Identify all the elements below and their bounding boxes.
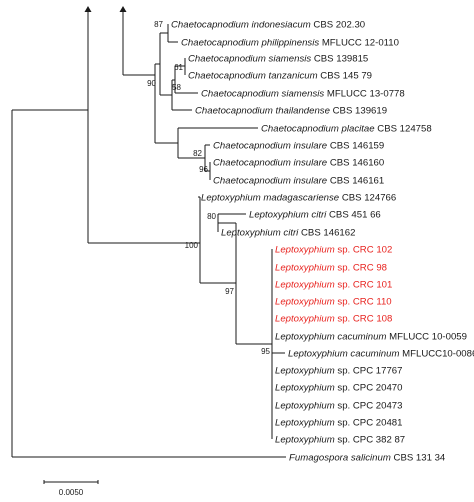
taxon-species: Leptoxyphium citri: [249, 210, 327, 221]
taxon-species: Chaetocapnodium siamensis: [188, 54, 311, 65]
support-value-80: 80: [207, 212, 216, 221]
taxon-species: Chaetocapnodium indonesiacum: [171, 20, 311, 31]
taxon-voucher: MFLUCC 12-0110: [322, 38, 399, 49]
support-value-97: 97: [225, 287, 234, 296]
taxon-label: Leptoxyphium sp. CPC 20470: [275, 383, 402, 394]
scale-bar: 0.0050: [43, 480, 99, 497]
support-values: 87 61 90 58 82 96 80 100 97 95: [147, 20, 270, 356]
taxon-species: Chaetocapnodium insulare: [213, 158, 327, 169]
taxon-voucher: CBS 124758: [377, 124, 431, 135]
taxon-species: Leptoxyphium cacuminum: [288, 349, 399, 360]
taxon-voucher: sp. CRC 101: [337, 280, 392, 291]
taxon-species: Chaetocapnodium insulare: [213, 141, 327, 152]
support-value-100: 100: [185, 241, 199, 250]
taxon-label: Leptoxyphium madagascariense CBS 124766: [201, 193, 396, 204]
taxon-label: Leptoxyphium sp. CRC 110: [275, 297, 392, 308]
taxon-species: Chaetocapnodium placitae: [261, 124, 375, 135]
taxon-species: Leptoxyphium cacuminum: [275, 332, 386, 343]
taxon-voucher: CBS 146161: [330, 176, 384, 187]
taxon-species: Chaetocapnodium thailandense: [195, 106, 330, 117]
taxon-voucher: CBS 139815: [314, 54, 368, 65]
taxon-species: Chaetocapnodium insulare: [213, 176, 327, 187]
taxon-label: Leptoxyphium sp. CRC 108: [275, 314, 392, 325]
taxon-label: Leptoxyphium sp. CPC 20473: [275, 401, 402, 412]
support-value-95: 95: [261, 347, 270, 356]
arrow-up-icon: [84, 6, 92, 12]
taxon-voucher: CBS 145 79: [320, 71, 372, 82]
taxon-voucher: MFLUCC 10-0059: [389, 332, 467, 343]
taxon-voucher: CBS 146159: [330, 141, 384, 152]
taxon-label: Leptoxyphium sp. CPC 382 87: [275, 435, 405, 446]
taxon-label: Leptoxyphium sp. CRC 101: [275, 280, 392, 291]
taxon-voucher: CBS 124766: [342, 193, 396, 204]
taxon-label: Chaetocapnodium indonesiacum CBS 202.30: [171, 20, 365, 31]
taxon-label: Chaetocapnodium tanzanicum CBS 145 79: [188, 71, 372, 82]
taxon-voucher: MFLUCC10-0086: [402, 349, 474, 360]
taxon-voucher: CBS 131 34: [394, 453, 446, 464]
taxon-species: Leptoxyphium: [275, 383, 335, 394]
taxon-species: Leptoxyphium: [275, 401, 335, 412]
taxon-label: Leptoxyphium sp. CPC 20481: [275, 418, 402, 429]
taxon-voucher: sp. CRC 102: [337, 245, 392, 256]
taxon-label: Chaetocapnodium insulare CBS 146161: [213, 176, 384, 187]
scale-bar-line: [43, 480, 99, 484]
taxon-label: Leptoxyphium sp. CRC 102: [275, 245, 392, 256]
taxon-label: Leptoxyphium citri CBS 146162: [221, 228, 355, 239]
taxon-voucher: sp. CRC 98: [337, 263, 387, 274]
taxon-species: Chaetocapnodium siamensis: [201, 89, 324, 100]
taxon-label: Leptoxyphium sp. CPC 17767: [275, 366, 402, 377]
taxon-species: Leptoxyphium: [275, 366, 335, 377]
taxon-label: Chaetocapnodium siamensis CBS 139815: [188, 54, 368, 65]
taxon-voucher: CBS 202.30: [313, 20, 365, 31]
taxon-voucher: sp. CPC 17767: [337, 366, 402, 377]
taxon-voucher: CBS 146162: [301, 228, 355, 239]
taxon-species: Leptoxyphium: [275, 435, 335, 446]
taxon-species: Fumagospora salicinum: [289, 453, 391, 464]
taxon-species: Leptoxyphium: [275, 280, 335, 291]
taxon-label: Chaetocapnodium thailandense CBS 139619: [195, 106, 387, 117]
taxon-label: Chaetocapnodium philippinensis MFLUCC 12…: [181, 38, 399, 49]
support-value-82: 82: [193, 149, 202, 158]
taxon-species: Leptoxyphium: [275, 297, 335, 308]
support-value-96: 96: [199, 165, 208, 174]
taxon-label: Chaetocapnodium insulare CBS 146159: [213, 141, 384, 152]
taxon-species: Leptoxyphium: [275, 418, 335, 429]
taxon-voucher: sp. CPC 20481: [337, 418, 402, 429]
support-value-61: 61: [174, 63, 183, 72]
taxon-voucher: CBS 451 66: [329, 210, 381, 221]
taxon-species: Chaetocapnodium tanzanicum: [188, 71, 318, 82]
taxon-species: Leptoxyphium: [275, 245, 335, 256]
scale-bar-label: 0.0050: [59, 488, 84, 497]
taxon-label: Chaetocapnodium siamensis MFLUCC 13-0778: [201, 89, 405, 100]
tree-branches: [11, 10, 286, 458]
support-value-87: 87: [154, 20, 163, 29]
taxon-label: Leptoxyphium cacuminum MFLUCC 10-0059: [275, 332, 467, 343]
taxon-label: Chaetocapnodium insulare CBS 146160: [213, 158, 384, 169]
taxon-species: Leptoxyphium citri: [221, 228, 299, 239]
taxon-voucher: CBS 139619: [333, 106, 387, 117]
taxon-label: Leptoxyphium cacuminum MFLUCC10-0086: [288, 349, 474, 360]
taxon-voucher: sp. CPC 382 87: [337, 435, 405, 446]
taxon-labels: Chaetocapnodium indonesiacum CBS 202.30C…: [171, 20, 474, 464]
taxon-species: Chaetocapnodium philippinensis: [181, 38, 319, 49]
taxon-label: Chaetocapnodium placitae CBS 124758: [261, 124, 432, 135]
taxon-voucher: MFLUCC 13-0778: [327, 89, 405, 100]
taxon-species: Leptoxyphium: [275, 314, 335, 325]
taxon-voucher: sp. CRC 108: [337, 314, 392, 325]
taxon-voucher: sp. CPC 20473: [337, 401, 402, 412]
support-value-90: 90: [147, 79, 156, 88]
support-value-58: 58: [172, 83, 181, 92]
taxon-label: Leptoxyphium sp. CRC 98: [275, 263, 387, 274]
taxon-voucher: CBS 146160: [330, 158, 384, 169]
arrow-up-icon: [119, 6, 127, 12]
taxon-voucher: sp. CRC 110: [337, 297, 391, 308]
taxon-species: Leptoxyphium madagascariense: [201, 193, 339, 204]
taxon-label: Fumagospora salicinum CBS 131 34: [289, 453, 446, 464]
taxon-voucher: sp. CPC 20470: [337, 383, 402, 394]
taxon-species: Leptoxyphium: [275, 263, 335, 274]
truncated-branch-arrows: [84, 6, 127, 12]
taxon-label: Leptoxyphium citri CBS 451 66: [249, 210, 381, 221]
